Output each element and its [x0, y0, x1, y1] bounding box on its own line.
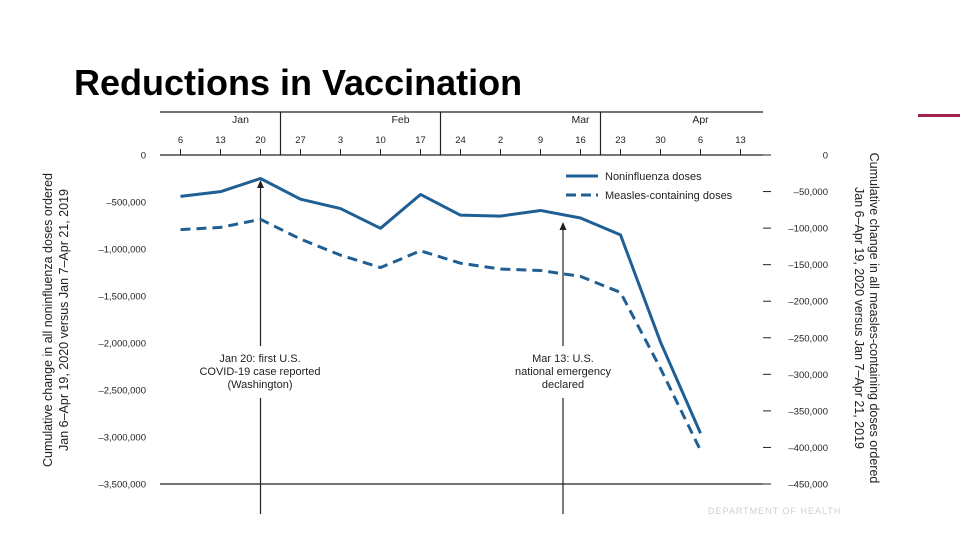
x-tick-label: 6 — [698, 135, 703, 146]
x-tick-label: 17 — [415, 135, 426, 146]
right-tick-label: 0 — [823, 151, 828, 162]
legend: Noninfluenza doses Measles-containing dos… — [566, 171, 733, 202]
month-label: Jan — [232, 114, 249, 126]
x-tick-label: 13 — [735, 135, 746, 146]
left-tick-label: –1,000,000 — [98, 245, 146, 256]
right-y-axis: 0 –50,000 –100,000 –150,000 –200,000 –250,000… — [763, 151, 881, 491]
right-tick-label: –350,000 — [788, 406, 828, 417]
left-tick-label: –500,000 — [106, 198, 146, 209]
left-tick-label: 0 — [141, 151, 146, 162]
x-axis: Jan Feb Mar Apr 6 13 20 27 3 10 17 24 2 9 16 23 30 6 13 — [178, 114, 746, 155]
right-tick-label: –450,000 — [788, 480, 828, 491]
right-axis-label-line2: Jan 6–Apr 19, 2020 versus Jan 7–Apr 21, … — [852, 187, 866, 449]
left-tick-label: –2,000,000 — [98, 339, 146, 350]
series — [180, 177, 702, 452]
x-tick-label: 30 — [655, 135, 666, 146]
slide-title: Reductions in Vaccination — [74, 62, 523, 103]
left-tick-label: –2,500,000 — [98, 386, 146, 397]
month-label: Apr — [692, 114, 709, 126]
x-tick-label: 9 — [538, 135, 543, 146]
right-tick-label: –100,000 — [788, 224, 828, 235]
x-tick-label: 24 — [455, 135, 466, 146]
footer-text: DEPARTMENT OF HEALTH — [708, 506, 842, 516]
left-axis-label-line2: Jan 6–Apr 19, 2020 versus Jan 7–Apr 21, … — [57, 189, 71, 451]
x-tick-label: 20 — [255, 135, 266, 146]
left-axis-label-line1: Cumulative change in all noninfluenza do… — [41, 173, 55, 467]
annotation-arrowhead — [257, 180, 264, 188]
left-y-axis: 0 –500,000 –1,000,000 –1,500,000 –2,000,000 –… — [41, 151, 146, 491]
x-tick-label: 13 — [215, 135, 226, 146]
accent-bar — [918, 114, 960, 117]
right-tick-label: –50,000 — [794, 187, 828, 198]
annotation-text: COVID-19 case reported — [199, 366, 320, 378]
right-tick-label: –300,000 — [788, 370, 828, 381]
annotation-text: (Washington) — [227, 379, 292, 391]
annotation-text: national emergency — [515, 366, 612, 378]
annotation-text: declared — [542, 379, 584, 391]
right-tick-label: –200,000 — [788, 297, 828, 308]
month-label: Feb — [391, 114, 409, 126]
annotation-text: Mar 13: U.S. — [532, 353, 594, 365]
x-tick-label: 10 — [375, 135, 386, 146]
left-tick-label: –1,500,000 — [98, 292, 146, 303]
right-tick-label: –250,000 — [788, 333, 828, 344]
measles-series-line — [180, 217, 702, 452]
right-axis-label-line1: Cumulative change in all measles-contain… — [867, 153, 881, 484]
x-tick-label: 23 — [615, 135, 626, 146]
x-tick-label: 6 — [178, 135, 183, 146]
left-axis-label: Cumulative change in all noninfluenza do… — [41, 173, 71, 467]
month-label: Mar — [571, 114, 590, 126]
right-tick-label: –150,000 — [788, 260, 828, 271]
left-tick-label: –3,500,000 — [98, 480, 146, 491]
annotation-arrowhead — [559, 222, 567, 230]
right-axis-label: Cumulative change in all measles-contain… — [852, 153, 881, 484]
annotations: Jan 20: first U.S.COVID-19 case reported… — [199, 180, 611, 514]
legend-label: Noninfluenza doses — [605, 171, 702, 183]
x-tick-label: 16 — [575, 135, 586, 146]
x-tick-label: 3 — [338, 135, 343, 146]
x-tick-label: 2 — [498, 135, 503, 146]
x-tick-label: 27 — [295, 135, 306, 146]
annotation-text: Jan 20: first U.S. — [219, 353, 300, 365]
chart-frame — [160, 111, 763, 485]
noninfluenza-series-line — [180, 177, 702, 434]
legend-label: Measles-containing doses — [605, 190, 733, 202]
right-tick-label: –400,000 — [788, 443, 828, 454]
left-tick-label: –3,000,000 — [98, 433, 146, 444]
